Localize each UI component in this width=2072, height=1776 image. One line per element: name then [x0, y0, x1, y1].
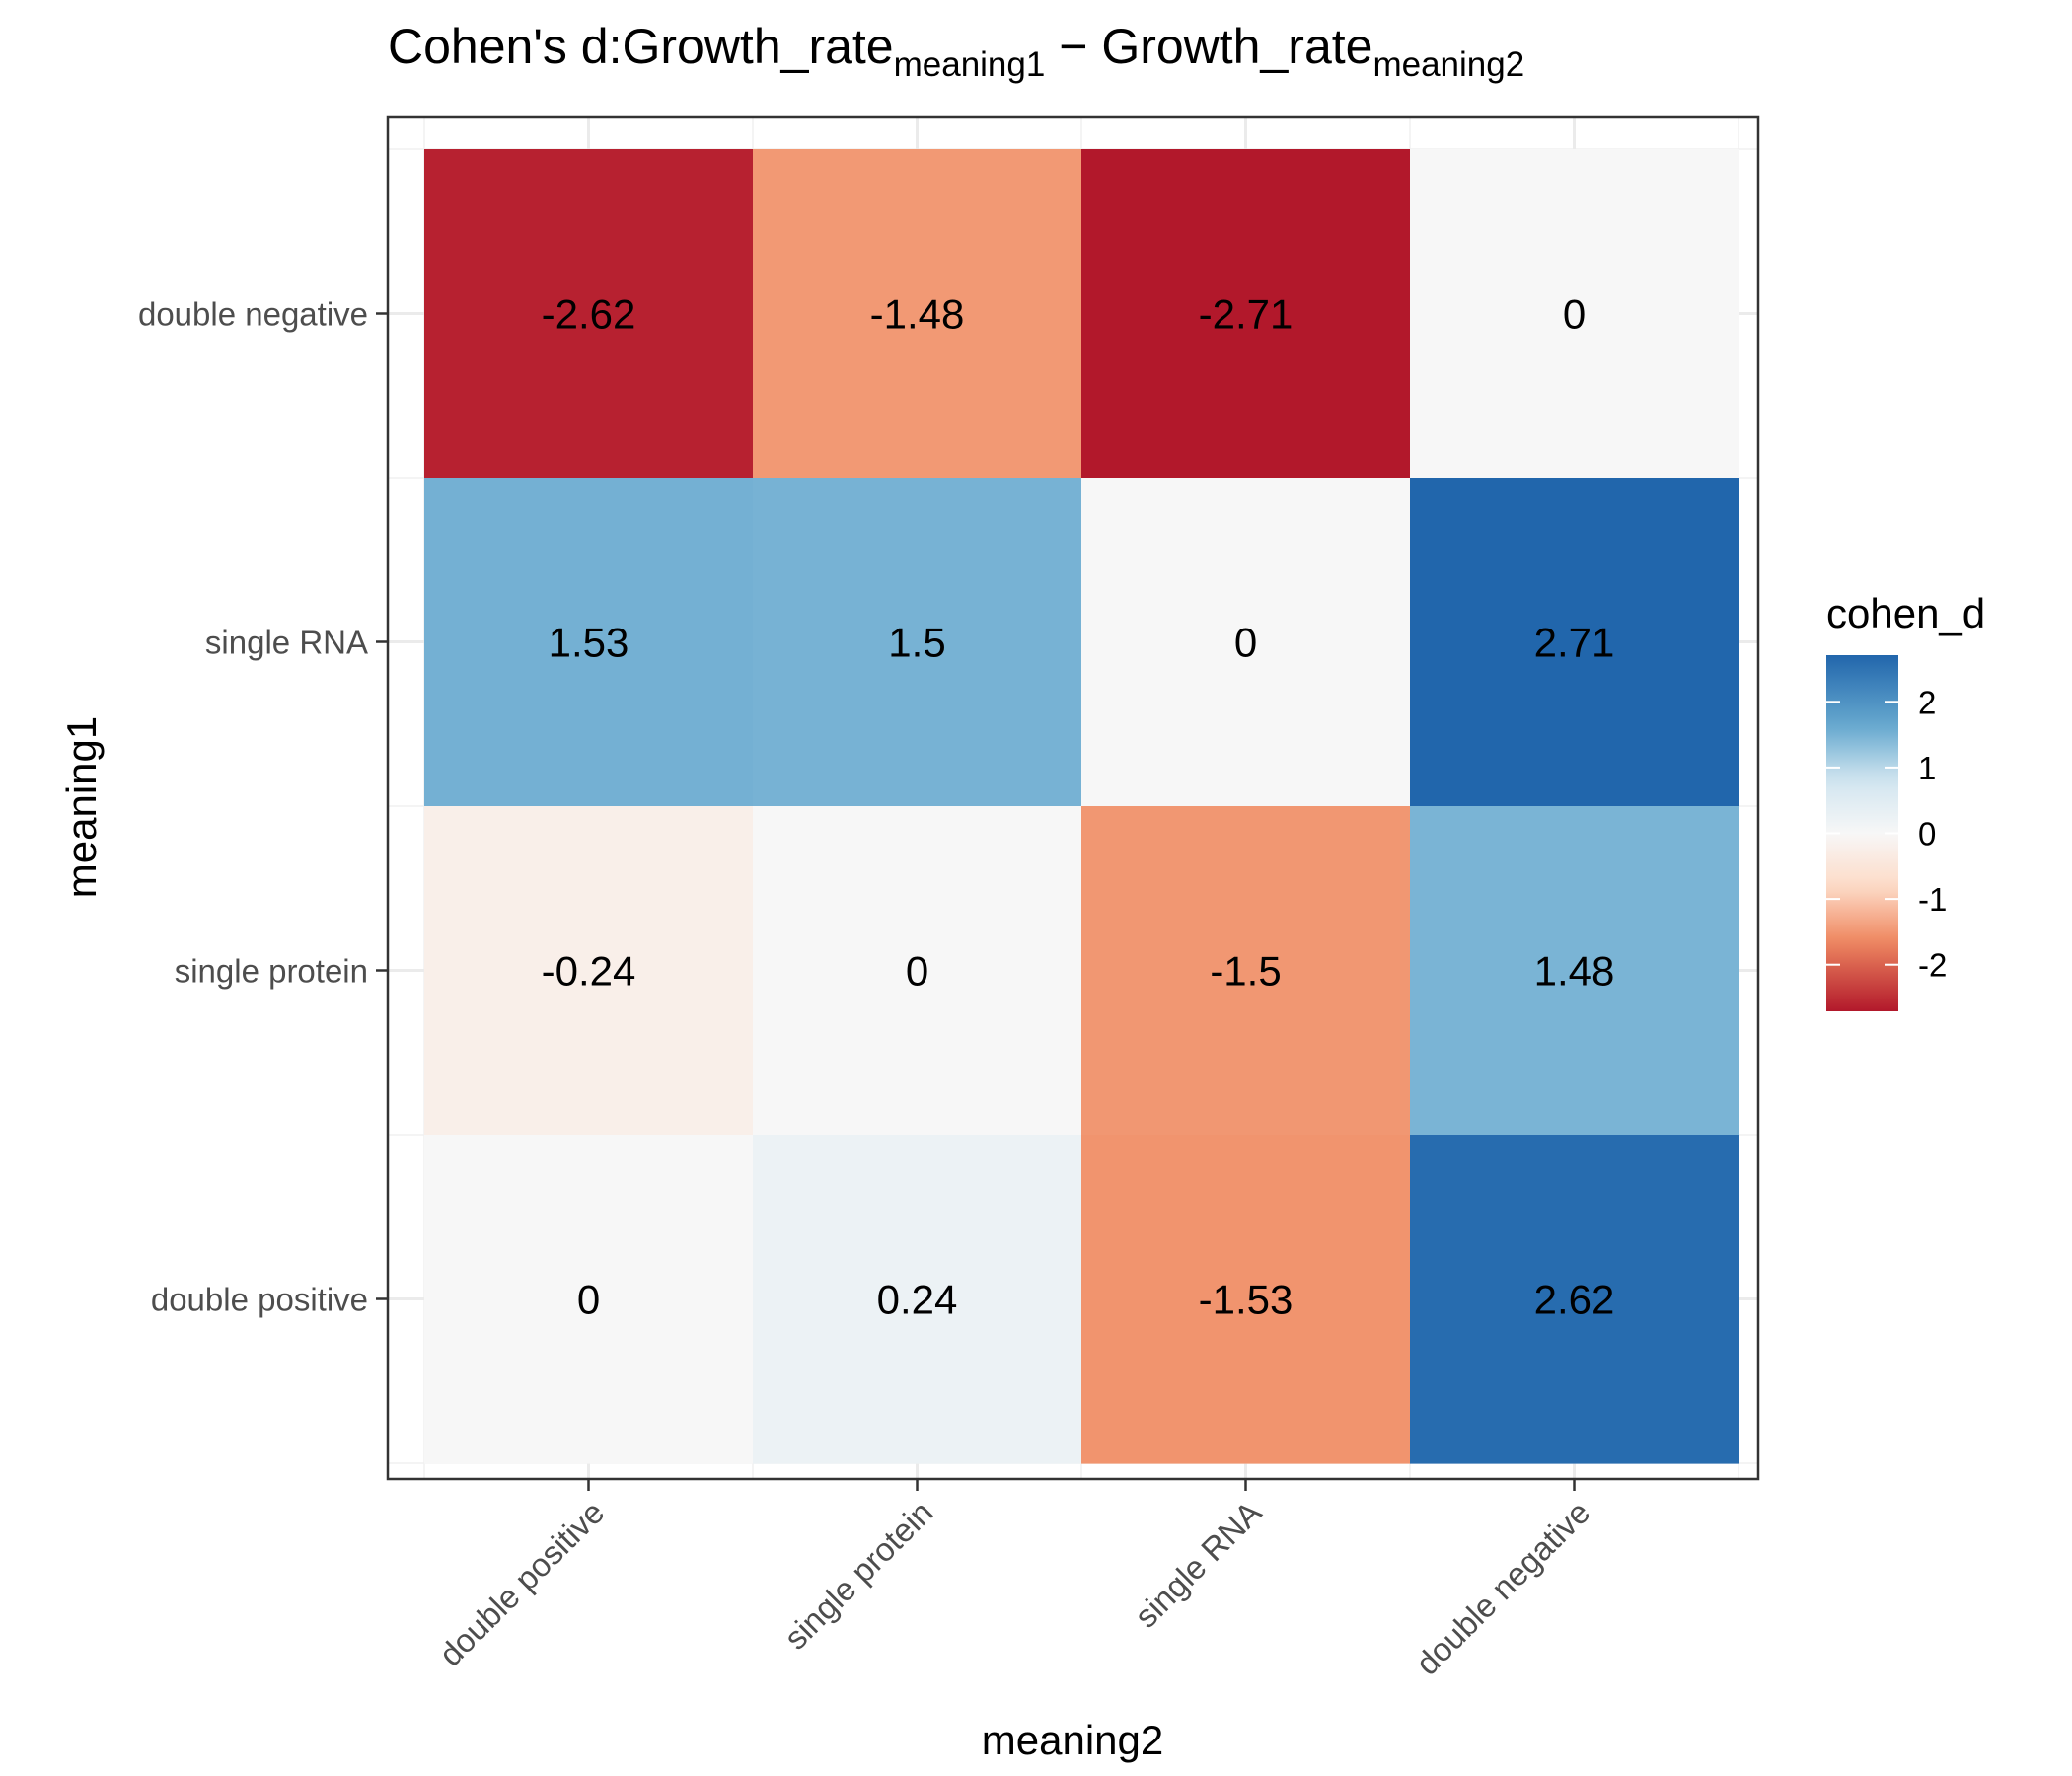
cell-value-label: -1.5	[1210, 948, 1281, 995]
cell-value-label: 0	[906, 948, 928, 995]
y-tick-label-single-rna: single RNA	[205, 625, 368, 661]
title-minus: −	[1045, 19, 1101, 74]
heatmap-cell-single-rna-single-protein	[753, 478, 1082, 807]
legend-tick-label: 0	[1918, 816, 1936, 852]
cell-value-label: -2.71	[1199, 291, 1294, 337]
cell-value-labels: -2.62 -1.48 -2.71 0 1.53 1.5 0 2.71 -0.24 0 -1.5 1.…	[542, 291, 1615, 1323]
heatmap-cell-double-negative-double-negative	[1410, 149, 1739, 479]
heatmap-cell-single-protein-single-protein	[753, 806, 1082, 1136]
cell-value-label: 1.48	[1534, 948, 1615, 995]
cell-value-label: -1.48	[870, 291, 965, 337]
legend: cohen_d 2 1 0 -1 -2	[1826, 590, 1985, 1011]
cell-value-label: 2.71	[1534, 620, 1615, 666]
heatmap-cell-single-protein-single-rna	[1081, 806, 1411, 1136]
title-mid: Growth_rate	[1101, 19, 1372, 74]
heatmap-cell-double-negative-single-protein	[753, 149, 1082, 479]
cell-value-label: 0	[1234, 620, 1257, 666]
heatmap-cells	[424, 149, 1739, 1464]
title-subscript-1: meaning1	[894, 45, 1046, 84]
y-tick-label-double-positive: double positive	[151, 1282, 368, 1318]
heatmap-cell-double-positive-double-negative	[1410, 1135, 1739, 1464]
heatmap-cell-single-rna-double-negative	[1410, 478, 1739, 807]
chart-title: Cohen's d:Growth_ratemeaning1 − Growth_r…	[388, 19, 1524, 84]
cell-value-label: 0.24	[877, 1277, 958, 1323]
legend-tick-label: -1	[1918, 881, 1947, 918]
heatmap-cell-single-rna-single-rna	[1081, 478, 1411, 807]
legend-tick-label: 1	[1918, 750, 1936, 786]
y-axis-title: meaning1	[58, 716, 105, 898]
cell-value-label: -1.53	[1199, 1277, 1294, 1323]
title-prefix: Cohen's d:Growth_rate	[388, 19, 894, 74]
legend-tick-label: -2	[1918, 947, 1947, 984]
cell-value-label: 1.5	[888, 620, 945, 666]
heatmap-cell-double-negative-double-positive	[424, 149, 754, 479]
y-tick-label-single-protein: single protein	[175, 953, 368, 990]
cell-value-label: 2.62	[1534, 1277, 1615, 1323]
heatmap-cell-single-protein-double-positive	[424, 806, 754, 1136]
heatmap-cell-double-positive-single-rna	[1081, 1135, 1411, 1464]
legend-title: cohen_d	[1826, 590, 1985, 636]
cell-value-label: -0.24	[542, 948, 636, 995]
legend-ticks: 2 1 0 -1 -2	[1826, 684, 1947, 984]
cell-value-label: -2.62	[542, 291, 636, 337]
heatmap-cell-double-positive-double-positive	[424, 1135, 754, 1464]
cell-value-label: 1.53	[549, 620, 629, 666]
heatmap-cell-single-rna-double-positive	[424, 478, 754, 807]
y-tick-label-double-negative: double negative	[138, 296, 368, 333]
heatmap-cell-double-positive-single-protein	[753, 1135, 1082, 1464]
heatmap-cell-double-negative-single-rna	[1081, 149, 1411, 479]
cell-value-label: 0	[577, 1277, 600, 1323]
x-axis-title: meaning2	[982, 1717, 1163, 1763]
title-subscript-2: meaning2	[1372, 45, 1524, 84]
heatmap-cell-single-protein-double-negative	[1410, 806, 1739, 1136]
legend-tick-label: 2	[1918, 684, 1936, 720]
panel-border	[386, 115, 1760, 1481]
cell-value-label: 0	[1563, 291, 1586, 337]
